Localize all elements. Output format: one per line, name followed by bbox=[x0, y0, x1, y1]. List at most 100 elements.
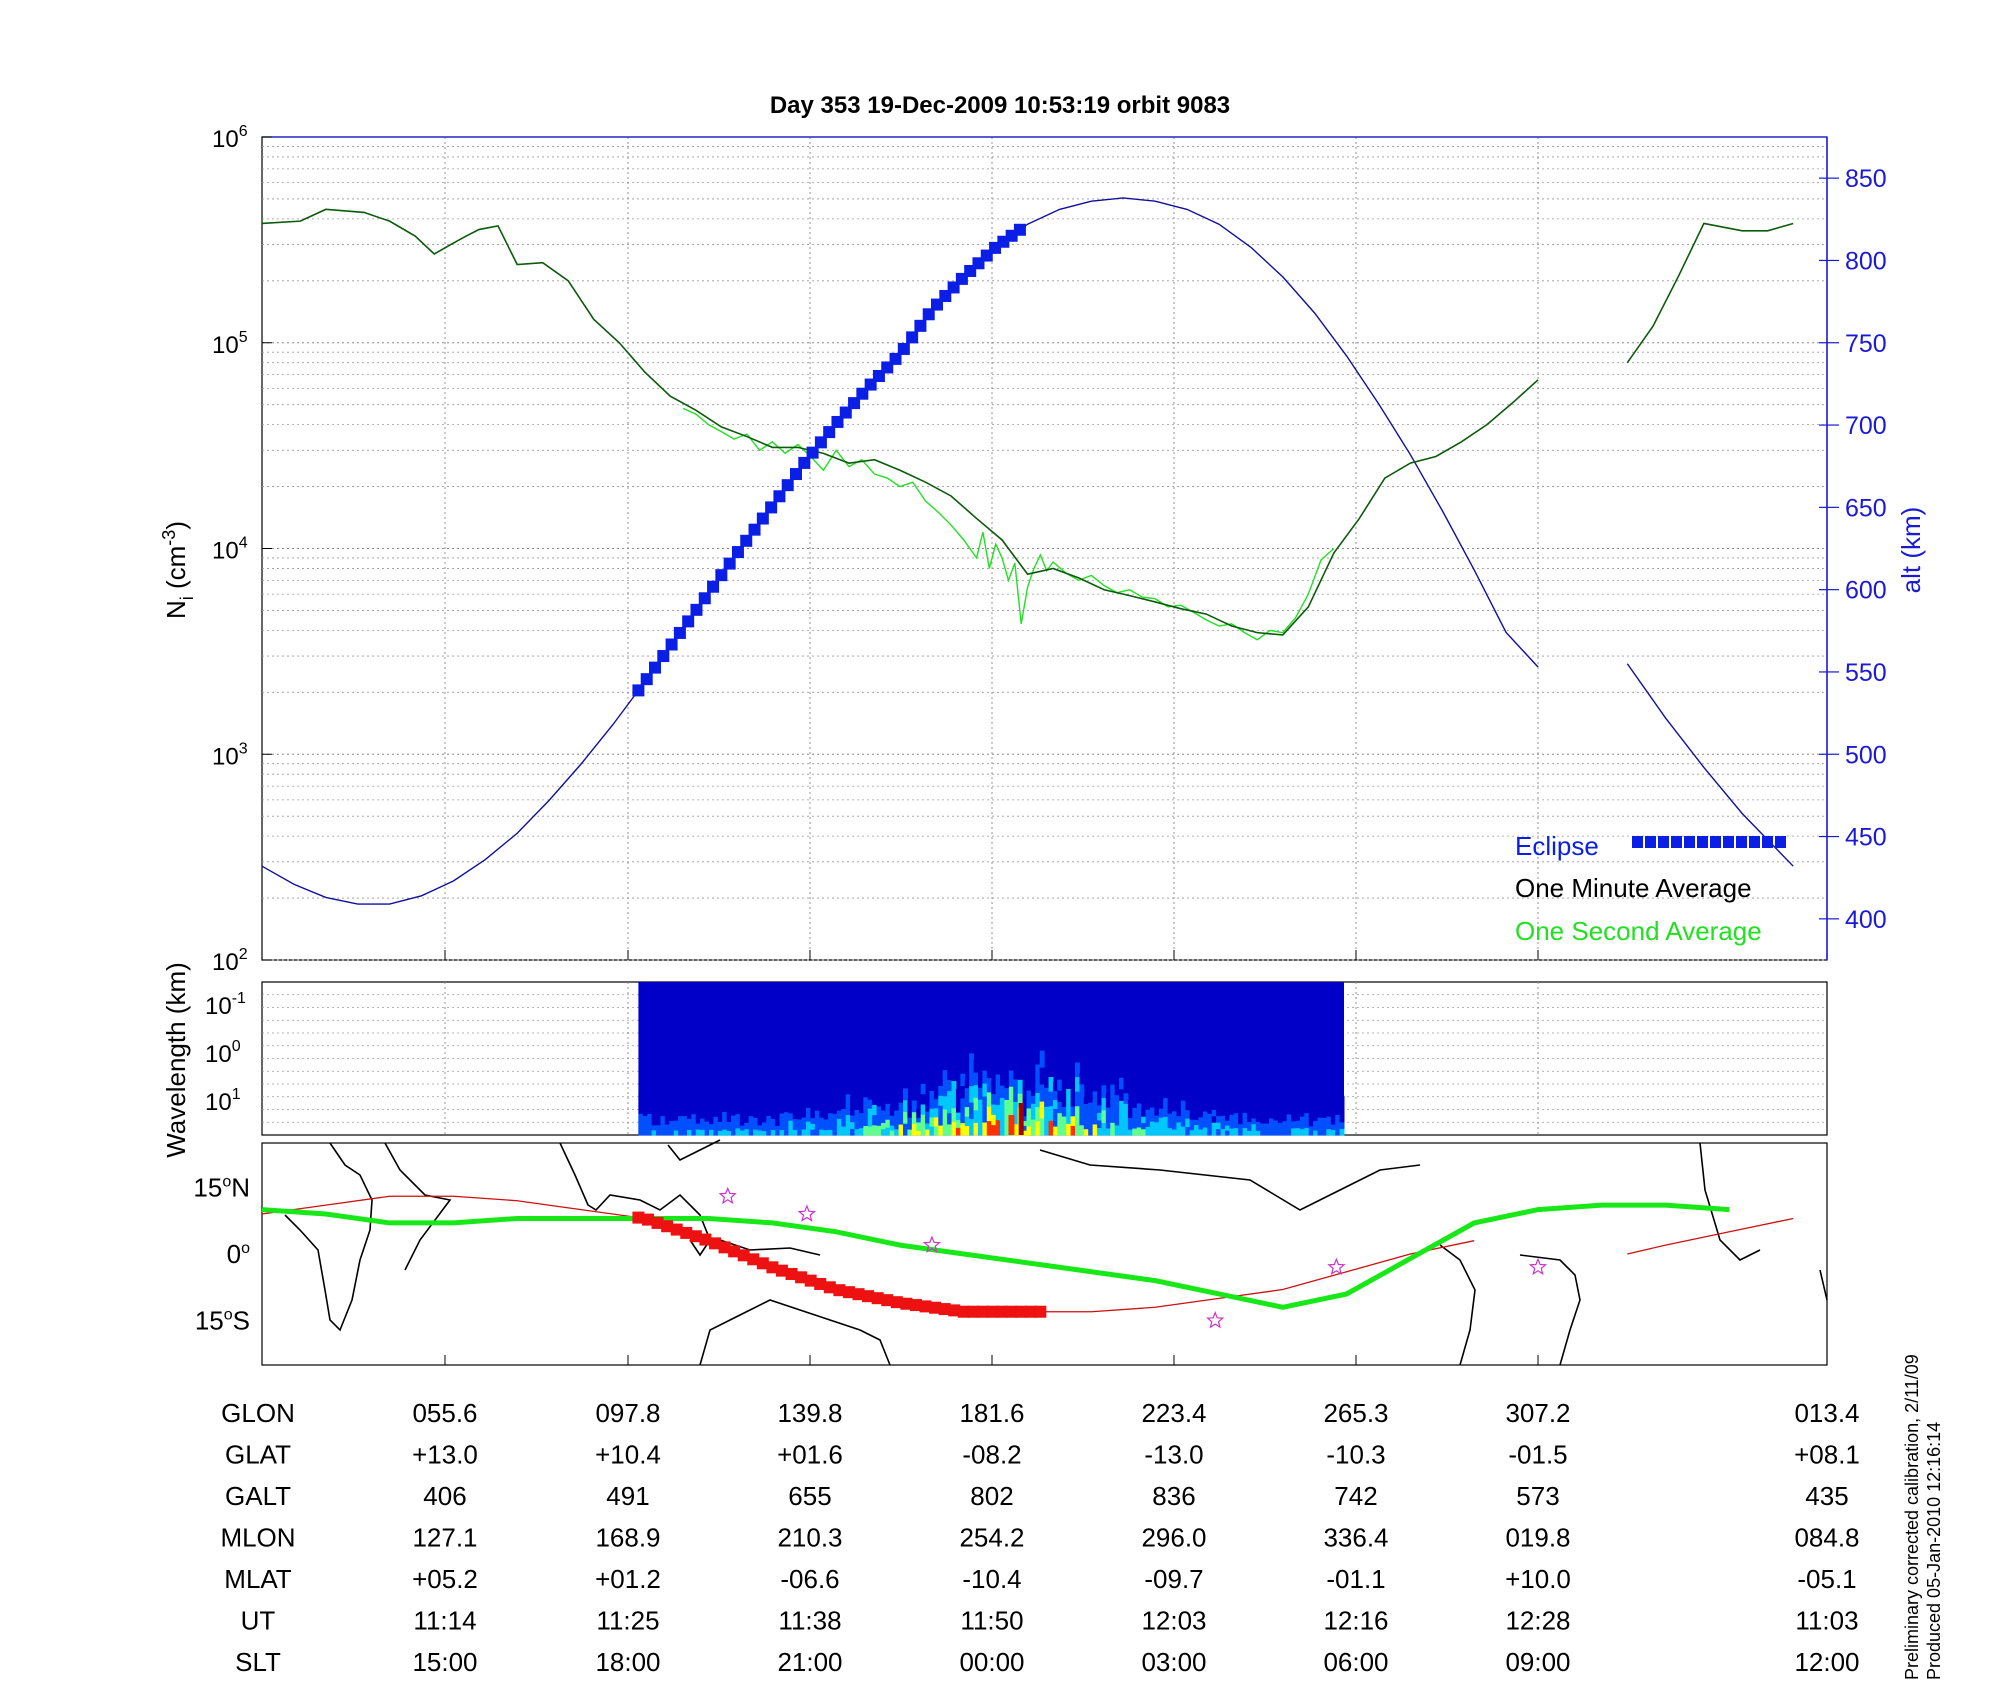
spectrogram-cell bbox=[1282, 1127, 1288, 1136]
spectrogram-cell bbox=[938, 1085, 944, 1096]
spectrogram-cell bbox=[731, 1128, 736, 1136]
spectrogram-cell bbox=[1127, 1117, 1133, 1124]
one-minute-average-line bbox=[261, 208, 1539, 636]
spectrogram-cell bbox=[933, 1098, 939, 1109]
spectrogram-cell bbox=[977, 1063, 983, 1076]
spectrogram-cell bbox=[1220, 1102, 1226, 1110]
spectrogram-cell bbox=[1123, 1113, 1129, 1125]
table-cell: 802 bbox=[970, 1481, 1013, 1511]
spectrogram-cell bbox=[1202, 1118, 1208, 1128]
spectrogram-cell bbox=[841, 1126, 847, 1136]
spectrogram-cell bbox=[1339, 1128, 1345, 1136]
spectrogram-cell bbox=[757, 1124, 763, 1131]
spectrogram-cell bbox=[1317, 1105, 1323, 1112]
spectrogram-cell bbox=[1070, 1115, 1076, 1126]
eclipse-marker bbox=[665, 638, 678, 651]
y-tick-label: 102 bbox=[212, 946, 248, 976]
spectrogram-cell bbox=[1339, 1102, 1345, 1110]
spectrogram-cell bbox=[1079, 1114, 1085, 1126]
spectrogram-cell bbox=[1110, 1122, 1116, 1136]
spectrogram-cell bbox=[1211, 1103, 1217, 1110]
spectrogram-cell bbox=[682, 1128, 688, 1136]
y2-tick-label: 550 bbox=[1845, 659, 1887, 687]
eclipse-marker bbox=[657, 650, 670, 663]
spectrogram-cell bbox=[964, 1125, 970, 1136]
spectrogram-cell bbox=[1180, 1100, 1186, 1110]
spectrogram-cell bbox=[761, 1113, 767, 1119]
legend-eclipse-marker bbox=[1697, 836, 1708, 848]
spectrogram-cell bbox=[1255, 1107, 1261, 1113]
eclipse-track-marker bbox=[823, 1281, 836, 1294]
spectrogram-cell bbox=[1163, 1116, 1169, 1127]
spectrogram-cell bbox=[925, 1129, 930, 1136]
spectrogram-cell bbox=[801, 1128, 807, 1136]
spectrogram-cell bbox=[1291, 1113, 1296, 1122]
legend-minute-label: One Minute Average bbox=[1515, 873, 1752, 903]
spectrogram-cell bbox=[1013, 1123, 1019, 1136]
spectrogram-cell bbox=[1132, 1107, 1138, 1115]
spectrogram-cell bbox=[1317, 1111, 1323, 1118]
spectrogram-cell bbox=[1282, 1113, 1288, 1122]
spectrogram-cell bbox=[1335, 1128, 1341, 1136]
spectrogram-cell bbox=[1304, 1120, 1310, 1129]
spectrogram-cell bbox=[960, 1110, 966, 1124]
spectrogram-cell bbox=[1136, 1094, 1142, 1104]
spectrogram-cell bbox=[951, 1121, 957, 1136]
spectrogram-cell bbox=[757, 1114, 763, 1121]
coastline bbox=[667, 1139, 721, 1162]
spectrogram-cell bbox=[1255, 1130, 1261, 1136]
spectrogram-cell bbox=[898, 1113, 904, 1125]
spectrogram-cell bbox=[1119, 1111, 1125, 1124]
eclipse-track-marker bbox=[909, 1299, 922, 1312]
spectrogram-cell bbox=[1074, 1091, 1080, 1107]
spectrogram-cell bbox=[1105, 1093, 1111, 1101]
table-cell: 21:00 bbox=[777, 1647, 842, 1677]
spectrogram-cell bbox=[783, 1105, 789, 1113]
spectrogram-cell bbox=[1172, 1116, 1177, 1124]
table-row-label: SLT bbox=[235, 1647, 281, 1677]
spectrogram-cell bbox=[1035, 1106, 1041, 1122]
star-marker bbox=[797, 1204, 817, 1222]
spectrogram-cell bbox=[1242, 1119, 1248, 1128]
spectrogram-cell bbox=[1321, 1117, 1327, 1124]
spectrogram-cell bbox=[951, 1107, 957, 1122]
spectrogram-cell bbox=[903, 1087, 908, 1101]
table-cell: 254.2 bbox=[959, 1523, 1024, 1553]
spectrogram-cell bbox=[938, 1095, 944, 1106]
spectrogram-cell bbox=[700, 1129, 706, 1136]
spectrogram-cell bbox=[695, 1129, 701, 1136]
spectrogram-cell bbox=[942, 1121, 948, 1136]
table-cell: 742 bbox=[1334, 1481, 1377, 1511]
spectrogram-cell bbox=[903, 1123, 908, 1136]
spectrogram-cell bbox=[682, 1122, 688, 1130]
spectrogram-cell bbox=[907, 1129, 913, 1136]
spectrogram-cell bbox=[1030, 1111, 1036, 1120]
legend-eclipse-marker bbox=[1658, 836, 1669, 848]
spectrogram-cell bbox=[1207, 1113, 1213, 1122]
spectrogram-y-tick-label: 101 bbox=[205, 1086, 241, 1116]
spectrogram-cell bbox=[995, 1058, 1001, 1075]
coastline bbox=[719, 1239, 821, 1256]
spectrogram-cell bbox=[1114, 1104, 1120, 1116]
legend-eclipse-marker bbox=[1710, 836, 1721, 848]
chart-title: Day 353 19-Dec-2009 10:53:19 orbit 9083 bbox=[770, 92, 1230, 119]
eclipse-marker bbox=[698, 592, 711, 605]
spectrogram-cell bbox=[726, 1121, 732, 1127]
spectrogram-cell bbox=[872, 1114, 878, 1126]
spectrogram-cell bbox=[845, 1104, 851, 1115]
spectrogram-cell bbox=[656, 1129, 661, 1136]
eclipse-marker bbox=[640, 673, 653, 686]
spectrogram-cell bbox=[925, 1099, 930, 1106]
spectrogram-cell bbox=[1295, 1120, 1301, 1129]
eclipse-marker bbox=[682, 615, 695, 628]
spectrogram-cell bbox=[700, 1101, 706, 1108]
y-tick-label-exp: 6 bbox=[239, 123, 248, 140]
spectrogram-cell bbox=[1074, 1120, 1080, 1136]
spectrogram-cell bbox=[1039, 1033, 1045, 1051]
spectrogram-cell bbox=[664, 1101, 670, 1108]
spectrogram-cell bbox=[1308, 1107, 1314, 1113]
table-cell: 11:25 bbox=[596, 1606, 659, 1636]
spectrogram-cell bbox=[845, 1093, 851, 1105]
spectrogram-cell bbox=[801, 1116, 807, 1124]
eclipse-track-marker bbox=[756, 1257, 769, 1270]
